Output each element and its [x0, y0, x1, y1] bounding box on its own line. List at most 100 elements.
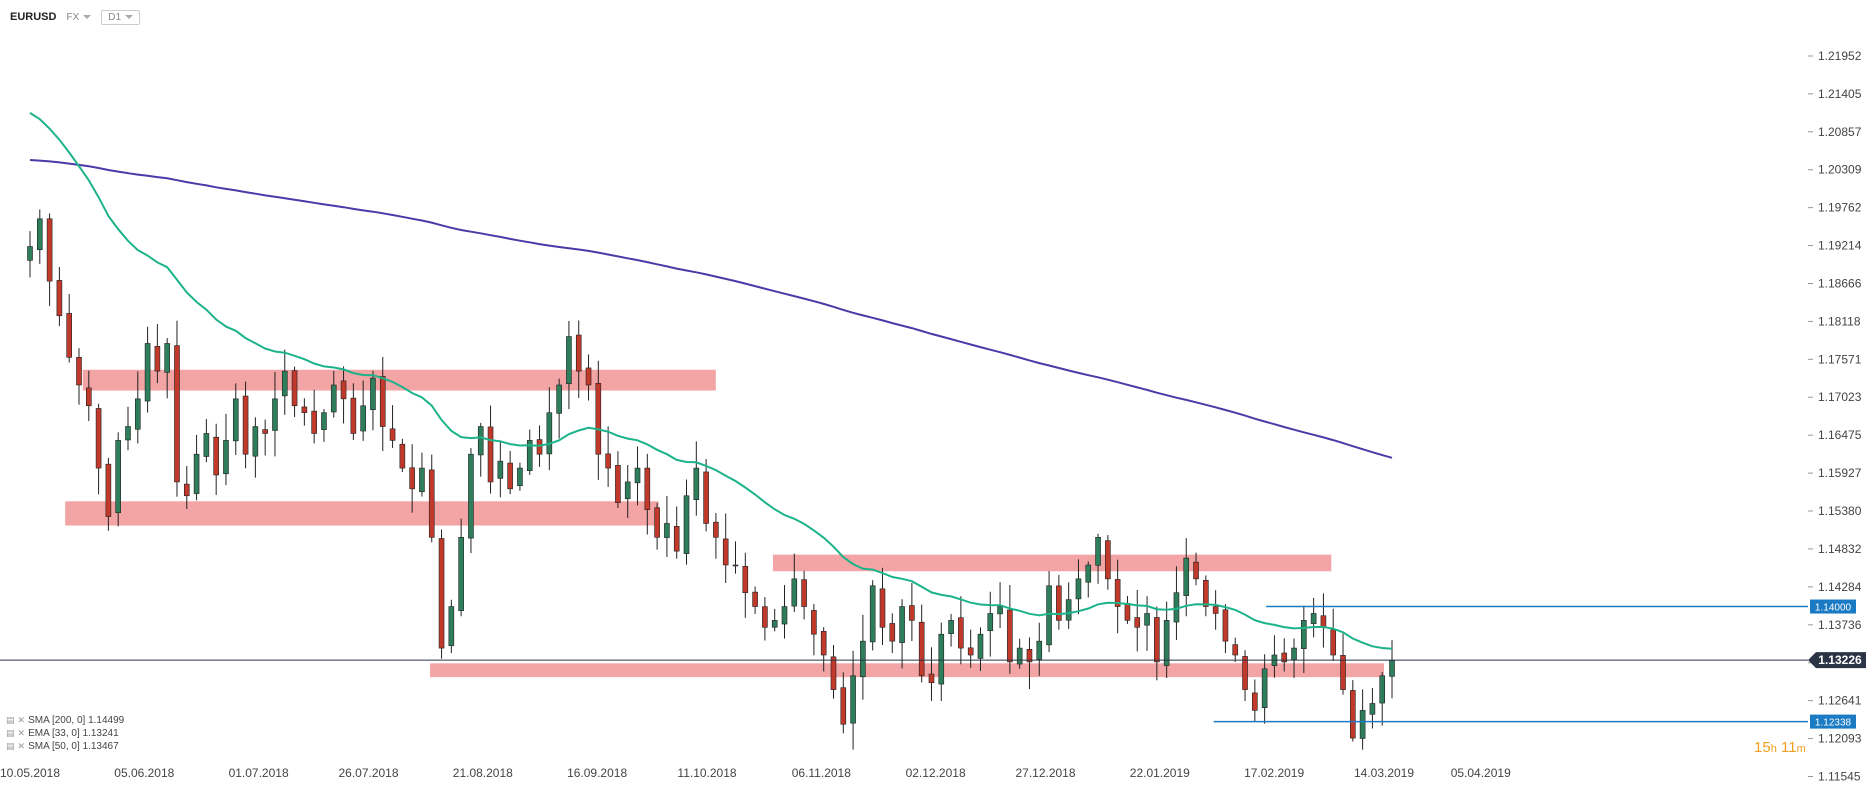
candle	[1222, 604, 1229, 654]
candle	[232, 383, 239, 455]
candle	[497, 440, 504, 498]
current-price-value: 1.13226	[1818, 653, 1862, 667]
x-tick-label: 17.02.2019	[1244, 766, 1304, 780]
candle-body	[223, 440, 229, 475]
candle-body	[507, 462, 513, 490]
market-dropdown[interactable]: FX	[62, 11, 95, 24]
level-label: 1.14000	[1815, 603, 1852, 614]
timeframe-label: D1	[108, 11, 122, 23]
y-tick-label: 1.18118	[1818, 314, 1861, 328]
candle	[507, 450, 513, 495]
candle-body	[360, 405, 366, 432]
legend-label: SMA [200, 0] 1.14499	[28, 715, 125, 726]
candle	[183, 466, 190, 509]
candle	[987, 591, 994, 657]
candle	[958, 596, 964, 665]
candle-body	[958, 617, 964, 649]
candle	[1359, 689, 1366, 750]
candle	[860, 614, 866, 700]
candle-body	[262, 429, 268, 434]
candle-body	[997, 606, 1003, 615]
candle	[458, 518, 464, 617]
candle-body	[1105, 540, 1111, 580]
x-tick-label: 11.10.2018	[677, 766, 736, 780]
candle	[1026, 637, 1033, 690]
candle-body	[56, 280, 63, 317]
candle	[468, 448, 474, 554]
symbol-label[interactable]: EURUSD	[10, 11, 57, 23]
candle-body	[624, 481, 631, 500]
legend-item-sma200[interactable]: ▤ ✕ SMA [200, 0] 1.14499	[6, 714, 124, 727]
candle-body	[634, 467, 641, 484]
candle-body	[252, 426, 259, 457]
candle	[791, 553, 798, 613]
candle-body	[820, 631, 827, 656]
x-tick-label: 01.07.2018	[229, 766, 289, 780]
candle	[487, 405, 494, 494]
candle-body	[869, 585, 876, 643]
candle	[301, 398, 308, 426]
candle-body	[125, 426, 131, 441]
candle-body	[36, 218, 43, 251]
candle	[1124, 595, 1131, 624]
candle	[1330, 608, 1337, 661]
candle	[448, 599, 455, 654]
candle-body	[595, 383, 602, 455]
candle-body	[1163, 620, 1170, 666]
settings-icon[interactable]: ▤	[6, 741, 15, 751]
candle	[1242, 650, 1248, 702]
candle	[977, 627, 984, 672]
y-tick-label: 1.15927	[1818, 466, 1862, 480]
candle-body	[311, 410, 317, 434]
candle	[350, 383, 357, 440]
candle	[889, 613, 896, 654]
candle	[379, 356, 386, 452]
timeframe-dropdown[interactable]: D1	[101, 9, 141, 25]
candle	[556, 378, 562, 439]
candle-body	[781, 606, 788, 625]
candle	[1046, 571, 1052, 653]
candle	[1075, 559, 1082, 615]
close-icon[interactable]: ✕	[17, 715, 26, 725]
candle	[938, 622, 945, 702]
close-icon[interactable]: ✕	[17, 741, 26, 751]
legend-label: SMA [50, 0] 1.13467	[28, 741, 119, 752]
candle	[683, 479, 690, 565]
candle-body	[242, 395, 249, 455]
candle	[575, 320, 582, 399]
candle	[918, 604, 925, 683]
candle-body	[938, 633, 945, 685]
y-tick-label: 1.12641	[1818, 694, 1862, 708]
candle	[1350, 680, 1356, 742]
level-label-bg	[1810, 599, 1856, 614]
candle	[1173, 566, 1180, 640]
candle-body	[1320, 615, 1327, 628]
candle	[66, 294, 72, 363]
legend-item-ema33[interactable]: ▤ ✕ EMA [33, 0] 1.13241	[6, 727, 124, 740]
close-icon[interactable]: ✕	[17, 728, 26, 738]
candle	[879, 567, 886, 646]
candle	[1281, 638, 1288, 672]
candle-body	[546, 412, 553, 455]
candle	[1232, 637, 1239, 663]
countdown-hours-unit: h	[1770, 743, 1777, 755]
candle-body	[967, 647, 974, 656]
candle	[948, 613, 954, 647]
candle-body	[879, 588, 886, 628]
candle	[1095, 533, 1101, 584]
settings-icon[interactable]: ▤	[6, 728, 15, 738]
candle	[673, 506, 680, 559]
candle-body	[713, 521, 719, 538]
candle	[811, 603, 817, 656]
candle-body	[301, 406, 308, 413]
candle-body	[291, 370, 298, 407]
candle-body	[742, 565, 749, 593]
candle-body	[1036, 640, 1043, 660]
candle-body	[213, 436, 219, 476]
legend-item-sma50[interactable]: ▤ ✕ SMA [50, 0] 1.13467	[6, 740, 124, 753]
settings-icon[interactable]: ▤	[6, 715, 15, 725]
candle-body	[1007, 609, 1013, 663]
candle	[134, 371, 141, 444]
candle-body	[850, 675, 856, 724]
